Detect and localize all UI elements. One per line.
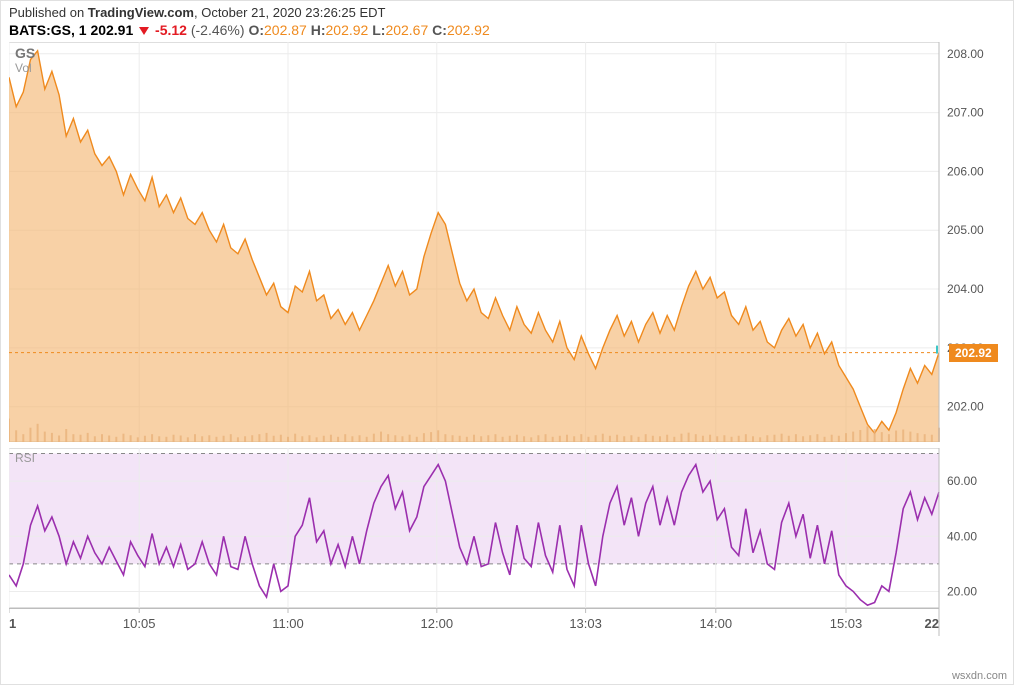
rsi-pane[interactable]: 20.00 40.00 60.00 RSI [9,448,1005,608]
svg-text:10:05: 10:05 [123,616,156,631]
svg-text:Vol: Vol [15,61,32,75]
svg-text:205.00: 205.00 [947,223,984,237]
svg-text:20.00: 20.00 [947,584,977,598]
svg-text:1: 1 [9,616,16,631]
change-pct: (-2.46%) [191,22,249,38]
last-price-tag: 202.92 [949,344,998,362]
last-price: 202.91 [90,22,137,38]
svg-text:RSI: RSI [15,451,35,465]
svg-text:11:00: 11:00 [272,616,304,631]
publish-line: Published on TradingView.com, October 21… [1,1,1013,22]
svg-text:206.00: 206.00 [947,164,984,178]
down-arrow-icon [139,27,149,35]
svg-text:15:03: 15:03 [830,616,863,631]
svg-text:12:00: 12:00 [421,616,454,631]
svg-text:208.00: 208.00 [947,47,984,61]
chart-container: { "header": { "pub_prefix": "Published o… [0,0,1014,685]
change: -5.12 [155,22,191,38]
time-axis: 1 10:05 11:00 12:00 13:03 14:00 15:03 22 [9,608,1005,636]
svg-text:202.00: 202.00 [947,400,984,414]
svg-text:14:00: 14:00 [700,616,733,631]
symbol: BATS:GS [9,22,71,38]
svg-text:40.00: 40.00 [947,529,977,543]
symbol-line: BATS:GS, 1 202.91 -5.12 (-2.46%) O:202.8… [1,22,1013,42]
svg-text:60.00: 60.00 [947,474,977,488]
svg-text:GS: GS [15,45,35,61]
svg-text:207.00: 207.00 [947,106,984,120]
chart-panes[interactable]: 202.00203.00204.00205.00206.00207.00208.… [9,42,1014,636]
svg-text:204.00: 204.00 [947,282,984,296]
svg-text:22: 22 [925,616,939,631]
watermark: wsxdn.com [952,670,1007,682]
svg-text:13:03: 13:03 [569,616,602,631]
price-pane[interactable]: 202.00203.00204.00205.00206.00207.00208.… [9,42,1005,442]
